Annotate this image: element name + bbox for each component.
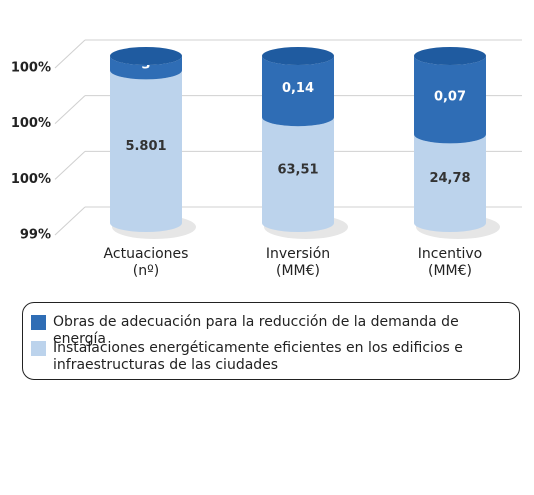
x-tick-label: Inversión (MM€) [265,246,331,279]
grid-line-depth [54,95,86,125]
cylinder-segment [110,70,182,232]
data-label: 3 [141,58,150,73]
legend-swatch [31,341,46,356]
x-tick-label: Incentivo (MM€) [417,246,483,279]
grid-line-depth [54,206,86,236]
grid-line-depth [54,150,86,180]
cylinder-segment [110,56,182,80]
cylinder-cap [262,47,334,65]
plot: 99% 100% 100% 100% 5.801 3 63,51 0,14 24,78 0,07 [11,39,522,243]
data-label: 24,78 [429,171,470,186]
legend-label: Obras de adecuación para la reducción de… [53,314,459,347]
cylinder-segment [414,56,486,144]
data-label: 5.801 [125,139,166,154]
cylinder-cap [110,47,182,65]
cylinder-segment [414,134,486,232]
y-tick-label: 100% [11,172,51,187]
y-tick-label: 100% [11,116,51,131]
data-label: 0,14 [282,81,314,96]
legend-label: Instalaciones energéticamente eficientes… [53,340,463,373]
legend: Obras de adecuación para la reducción de… [22,302,520,380]
data-label: 63,51 [277,163,318,178]
cylinder-segment [262,117,334,232]
y-tick-label: 100% [11,61,51,76]
cylinder-segment [262,56,334,127]
x-tick-label: Actuaciones (nº) [103,246,189,279]
data-label: 0,07 [434,90,466,105]
y-tick-label: 99% [20,228,51,243]
cylinder-cap [414,47,486,65]
grid-line-depth [54,39,86,69]
legend-swatch [31,315,46,330]
